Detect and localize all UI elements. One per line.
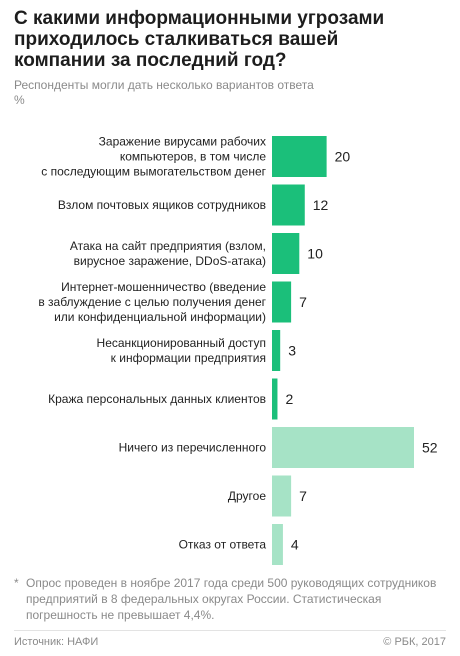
bar-7 (272, 427, 414, 468)
bar-1 (272, 136, 327, 177)
value-label-5: 3 (288, 343, 296, 359)
value-label-6: 2 (285, 391, 293, 407)
copyright-label: © РБК, 2017 (383, 636, 446, 648)
bar-4 (272, 281, 292, 323)
bar-9 (272, 524, 283, 565)
value-label-4: 7 (299, 294, 307, 310)
bar-3 (272, 233, 300, 274)
source-label: Источник: НАФИ (14, 636, 99, 648)
category-label-8: Другое (228, 489, 266, 503)
category-label-9: Отказ от ответа (179, 538, 267, 552)
chart-title: С какими информационными угрозами приход… (14, 8, 385, 71)
unit-label: % (14, 93, 25, 107)
footer-divider (14, 630, 446, 631)
bar-5 (272, 330, 281, 371)
value-label-9: 4 (291, 537, 299, 553)
chart-subtitle: Респонденты могли дать несколько вариант… (14, 78, 314, 92)
value-label-7: 52 (422, 440, 438, 456)
value-label-1: 20 (335, 149, 351, 165)
category-label-7: Ничего из перечисленного (119, 441, 267, 455)
category-label-2: Взлом почтовых ящиков сотрудников (58, 198, 266, 212)
value-label-8: 7 (299, 488, 307, 504)
value-label-2: 12 (313, 197, 329, 213)
bar-8 (272, 475, 292, 517)
category-label-4: Интернет-мошенничество (введение в заблуж… (38, 280, 266, 324)
category-label-1: Заражение вирусами рабочих компьютеров, в… (41, 135, 266, 179)
value-label-3: 10 (307, 246, 323, 262)
category-label-6: Кража персональных данных клиентов (48, 392, 266, 406)
footnote-mark: * (14, 576, 19, 590)
category-label-3: Атака на сайт предприятия (взлом, вирусно… (70, 239, 266, 268)
category-label-5: Несанкционированный доступ к информации п… (97, 336, 266, 365)
bar-2 (272, 184, 305, 226)
bar-6 (272, 378, 278, 420)
footnote-text: Опрос проведен в ноябре 2017 года среди … (26, 576, 437, 622)
footnote: * Опрос проведен в ноябре 2017 года сред… (14, 575, 444, 623)
bar-chart: 20 Заражение вирусами рабочих компьютеров,… (38, 135, 438, 565)
